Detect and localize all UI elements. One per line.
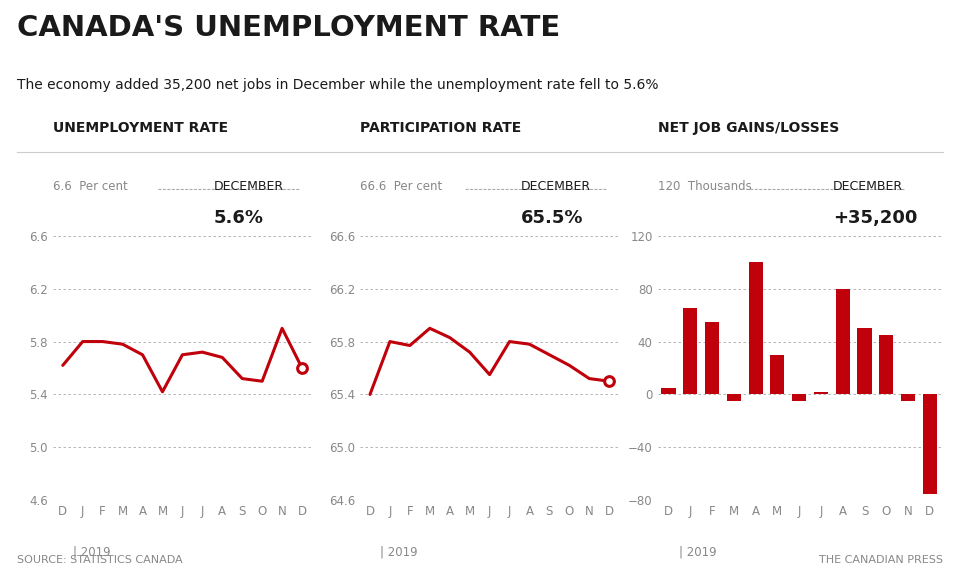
Text: SOURCE: STATISTICS CANADA: SOURCE: STATISTICS CANADA xyxy=(17,555,183,565)
Text: THE CANADIAN PRESS: THE CANADIAN PRESS xyxy=(819,555,943,565)
Text: DECEMBER: DECEMBER xyxy=(520,180,590,193)
Text: 120  Thousands: 120 Thousands xyxy=(658,180,752,193)
Bar xyxy=(770,355,784,394)
Text: 65.5%: 65.5% xyxy=(520,209,584,227)
Text: The economy added 35,200 net jobs in December while the unemployment rate fell t: The economy added 35,200 net jobs in Dec… xyxy=(17,78,659,91)
Bar xyxy=(836,289,850,394)
Bar xyxy=(792,394,806,401)
Text: NET JOB GAINS/LOSSES: NET JOB GAINS/LOSSES xyxy=(658,121,839,135)
Bar xyxy=(923,394,937,493)
Bar xyxy=(879,335,894,394)
Text: 6.6  Per cent: 6.6 Per cent xyxy=(53,180,128,193)
Text: 5.6%: 5.6% xyxy=(213,209,263,227)
Text: UNEMPLOYMENT RATE: UNEMPLOYMENT RATE xyxy=(53,121,228,135)
Text: DECEMBER: DECEMBER xyxy=(833,180,903,193)
Bar xyxy=(857,328,872,394)
Text: CANADA'S UNEMPLOYMENT RATE: CANADA'S UNEMPLOYMENT RATE xyxy=(17,14,561,43)
Bar xyxy=(901,394,915,401)
Text: | 2019: | 2019 xyxy=(380,545,418,558)
Bar xyxy=(684,308,697,394)
Bar xyxy=(749,262,762,394)
Bar xyxy=(705,321,719,394)
Text: +35,200: +35,200 xyxy=(833,209,918,227)
Text: | 2019: | 2019 xyxy=(680,545,717,558)
Text: 66.6  Per cent: 66.6 Per cent xyxy=(360,180,443,193)
Bar xyxy=(727,394,741,401)
Text: PARTICIPATION RATE: PARTICIPATION RATE xyxy=(360,121,521,135)
Bar xyxy=(814,392,828,394)
Bar xyxy=(661,388,676,394)
Text: DECEMBER: DECEMBER xyxy=(213,180,283,193)
Text: | 2019: | 2019 xyxy=(73,545,110,558)
